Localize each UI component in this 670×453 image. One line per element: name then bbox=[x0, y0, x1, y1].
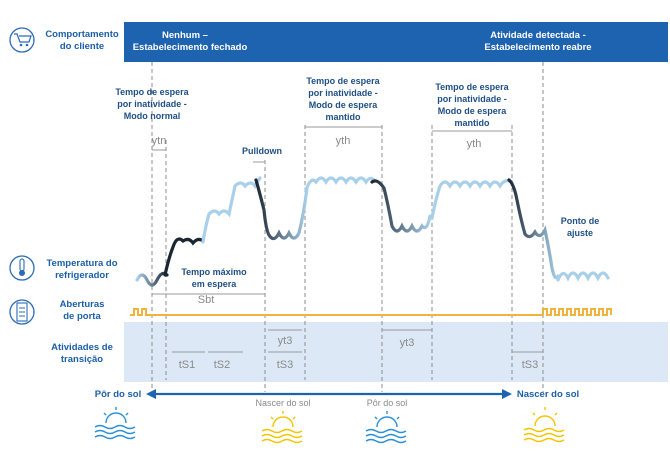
transition-band bbox=[124, 322, 668, 382]
sunrise-mid-label: Nascer do sol bbox=[255, 398, 310, 408]
max-wait-label-l2: em espera bbox=[192, 279, 238, 289]
wait-kept-a-label-l4: mantido bbox=[326, 112, 362, 122]
state-closed-label-line2: Estabelecimento fechado bbox=[133, 42, 248, 53]
sunset-mid-icon bbox=[365, 411, 407, 444]
transitions-row-label: Atividades de bbox=[51, 342, 113, 353]
state-closed-label: Nenhum – bbox=[162, 30, 208, 41]
yt3-a-label: yt3 bbox=[278, 335, 293, 347]
pulldown-label: Pulldown bbox=[242, 146, 282, 156]
thermometer-icon bbox=[9, 255, 35, 281]
wait-kept-b-label-l2: por inatividade - bbox=[437, 94, 507, 104]
wait-kept-a-label-l3: Modo de espera bbox=[309, 100, 379, 110]
header-row-label-line2: do cliente bbox=[60, 41, 104, 52]
doors-row-label-l2: de porta bbox=[63, 311, 101, 322]
yth-b-label: yth bbox=[467, 138, 482, 150]
shopping-cart-icon bbox=[9, 27, 35, 53]
sunset-mid-label: Pôr do sol bbox=[367, 398, 408, 408]
yt3-b-label: yt3 bbox=[400, 337, 415, 349]
temperature-curve bbox=[135, 176, 610, 287]
ts3-b-label: tS3 bbox=[522, 359, 539, 371]
ts1-label: tS1 bbox=[179, 359, 196, 371]
state-open-label: Atividade detectada - bbox=[490, 30, 586, 41]
wait-kept-b-label-l3: Modo de espera bbox=[438, 106, 508, 116]
sunrise-mid-icon bbox=[261, 411, 303, 444]
phase-guides bbox=[151, 62, 544, 392]
wait-normal-label-l3: Modo normal bbox=[124, 111, 181, 121]
sunrise-right-label: Nascer do sol bbox=[517, 389, 579, 400]
setpoint-label-l2: ajuste bbox=[567, 228, 593, 238]
temperature-row-label-l2: refrigerador bbox=[55, 270, 109, 281]
customer-behavior-band bbox=[124, 22, 668, 62]
sunrise-right-icon bbox=[523, 407, 565, 443]
setpoint-label: Ponto de bbox=[561, 216, 600, 226]
sunset-left-icon bbox=[94, 407, 136, 440]
doors-row-label: Aberturas bbox=[60, 299, 105, 310]
sbt-label: Sbt bbox=[198, 294, 215, 306]
transitions-row-label-l2: transição bbox=[61, 354, 103, 365]
ts3-a-label: tS3 bbox=[277, 359, 294, 371]
wait-normal-label-l2: por inatividade - bbox=[117, 99, 187, 109]
wait-normal-label: Tempo de espera bbox=[115, 87, 189, 97]
ytn-label: ytn bbox=[152, 135, 167, 147]
fridge-door-icon bbox=[9, 299, 35, 325]
max-wait-label: Tempo máximo bbox=[181, 267, 247, 277]
sunset-left-label: Pôr do sol bbox=[95, 389, 141, 400]
yth-a-label: yth bbox=[336, 135, 351, 147]
state-open-label-line2: Estabelecimento reabre bbox=[484, 42, 591, 53]
wait-kept-b-label-l4: mantido bbox=[455, 118, 491, 128]
wait-kept-b-label: Tempo de espera bbox=[435, 82, 509, 92]
day-night-timeline bbox=[146, 389, 512, 399]
wait-kept-a-label-l2: por inatividade - bbox=[308, 88, 378, 98]
door-openings-line bbox=[130, 308, 612, 316]
ts2-label: tS2 bbox=[214, 359, 231, 371]
temperature-row-label: Temperatura do bbox=[46, 258, 117, 269]
wait-kept-a-label: Tempo de espera bbox=[306, 76, 380, 86]
header-row-label: Comportamento bbox=[45, 29, 119, 40]
